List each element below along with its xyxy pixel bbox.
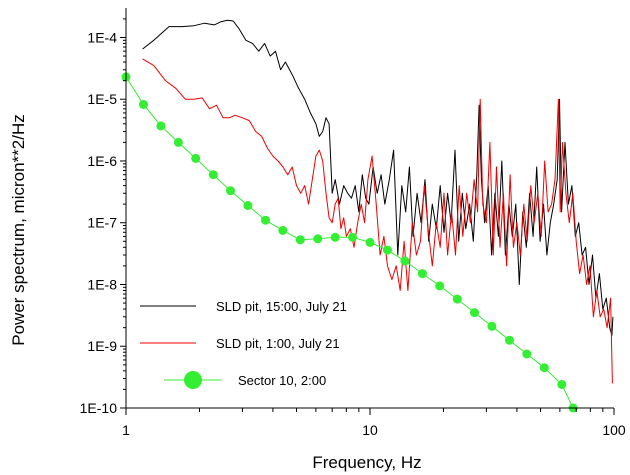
x-axis-title: Frequency, Hz (312, 453, 421, 472)
series-3-point (417, 269, 427, 279)
legend-label-1: SLD pit, 15:00, July 21 (216, 299, 347, 314)
y-tick-label: 1E-4 (87, 29, 117, 45)
series-3-point (400, 256, 410, 266)
y-tick-label: 1E-10 (80, 400, 118, 416)
series-3-point (539, 363, 549, 373)
series-3-point (435, 281, 445, 291)
series-3-point (313, 234, 323, 244)
y-tick-label: 1E-7 (87, 215, 117, 231)
series-3-point (365, 237, 375, 247)
y-tick-label: 1E-9 (87, 338, 117, 354)
legend-label-3: Sector 10, 2:00 (238, 373, 326, 388)
series-3-point (505, 335, 514, 345)
legend-label-2: SLD pit, 1:00, July 21 (216, 336, 340, 351)
series-3-point (261, 215, 270, 225)
series-line-1 (142, 19, 614, 336)
series-3-point (173, 137, 183, 147)
series-3-point (452, 294, 462, 304)
series-3-point (522, 349, 532, 359)
series-3-point (208, 170, 218, 180)
series-3-point (330, 232, 340, 242)
series-3-point (295, 235, 305, 245)
series-3-point (487, 321, 497, 331)
series-3-point (226, 186, 235, 196)
series-3-point (348, 232, 357, 242)
series-layer (121, 19, 614, 413)
series-line-2 (142, 58, 613, 384)
y-tick-label: 1E-5 (87, 91, 117, 107)
series-3-point (278, 225, 288, 235)
series-3-point (557, 380, 567, 389)
legend-marker-3 (184, 371, 202, 389)
x-tick-label: 1 (122, 422, 130, 438)
series-3-point (139, 100, 148, 109)
y-axis-title: Power spectrum, micron**2/Hz (9, 114, 28, 345)
series-3-point (191, 153, 201, 163)
x-tick-label: 10 (362, 422, 378, 438)
axes-layer: 1E-4 1E-5 1E-6 1E-7 1E-8 1E-9 1E-101 10 100 (80, 8, 626, 438)
series-3-point (470, 308, 479, 318)
series-3-point (243, 201, 253, 210)
legend: SLD pit, 15:00, July 21 SLD pit, 1:00, Ju… (140, 299, 347, 389)
y-tick-label: 1E-6 (87, 153, 117, 169)
y-tick-label: 1E-8 (87, 276, 117, 292)
x-tick-label: 100 (602, 422, 626, 438)
series-3-point (156, 121, 166, 131)
series-3-point (383, 245, 392, 255)
